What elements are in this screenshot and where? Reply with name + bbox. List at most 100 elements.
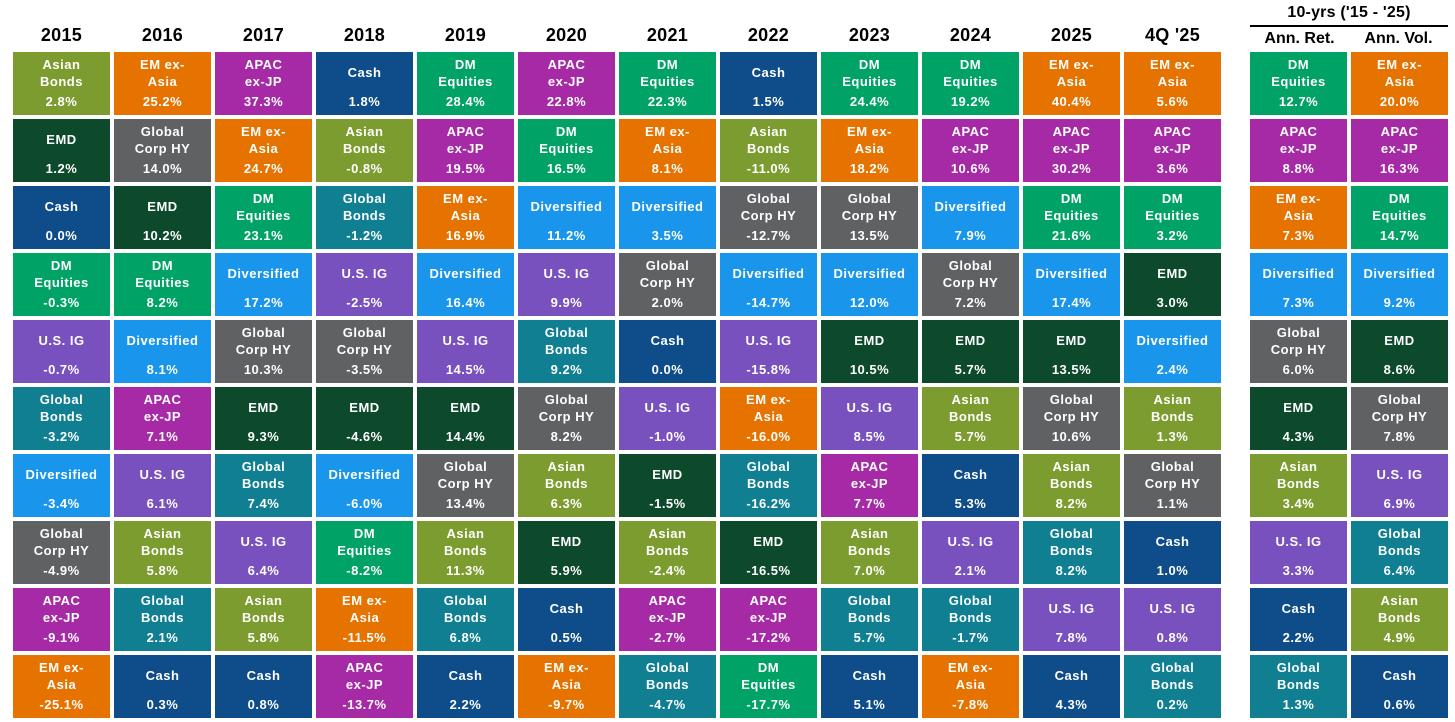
asset-cell-label: EMD [46,132,77,148]
asset-cell-value: 1.1% [1156,496,1189,511]
asset-cell-label: Global Corp HY [942,257,999,290]
asset-cell-label: Diversified [1363,266,1436,282]
asset-cell-value: 7.4% [247,496,280,511]
asset-cell-label: DM Equities [1372,190,1427,223]
asset-cell-label: Global Bonds [847,592,892,625]
asset-cell-label: Diversified [934,199,1007,215]
asset-cell-value: 3.5% [651,228,684,243]
asset-cell-value: 11.3% [446,563,485,578]
asset-cell-label: EM ex- Asia [847,123,892,156]
asset-cell-value: 1.3% [1282,697,1315,712]
asset-cell-value: 0.0% [45,228,78,243]
asset-cell-label: APAC ex-JP [1153,123,1192,156]
asset-cell-value: 7.0% [853,563,886,578]
asset-cell-label: APAC ex-JP [143,391,182,424]
asset-cell-value: -0.7% [43,362,80,377]
asset-cell: U.S. IG 9.9% [518,253,615,316]
asset-cell-label: DM Equities [236,190,291,223]
ten-year-sub-headers: Ann. Ret. Ann. Vol. [1250,27,1448,48]
asset-cell: APAC ex-JP 7.7% [821,454,918,517]
asset-cell: Diversified 12.0% [821,253,918,316]
asset-cell: Diversified 7.3% [1250,253,1347,316]
asset-cell-value: 24.4% [849,94,890,109]
asset-cell-label: U.S. IG [1048,601,1095,617]
asset-cell-value: -0.3% [43,295,80,310]
asset-cell-label: APAC ex-JP [1279,123,1318,156]
asset-cell: Global Bonds 0.2% [1124,655,1221,718]
asset-cell: U.S. IG -0.7% [13,320,110,383]
asset-cell-value: 5.7% [954,429,987,444]
asset-cell: Cash 0.6% [1351,655,1448,718]
asset-cell: APAC ex-JP -17.2% [720,588,817,651]
asset-cell-value: 10.6% [950,161,991,176]
asset-cell: U.S. IG 6.9% [1351,454,1448,517]
asset-cell-value: -8.2% [346,563,383,578]
asset-cell-value: -1.0% [649,429,686,444]
asset-cell: Cash 5.1% [821,655,918,718]
asset-cell: EM ex- Asia 16.9% [417,186,514,249]
asset-cell-label: Cash [1281,601,1316,617]
asset-cell: DM Equities -8.2% [316,521,413,584]
asset-cell: U.S. IG 6.4% [215,521,312,584]
asset-cell: EM ex- Asia -16.0% [720,387,817,450]
asset-cell-label: Global Corp HY [841,190,898,223]
asset-cell: Global Corp HY -3.5% [316,320,413,383]
asset-cell-value: 3.3% [1282,563,1315,578]
asset-cell-label: EM ex- Asia [39,659,84,692]
asset-cell-label: EMD [753,534,784,550]
asset-cell-value: -13.7% [342,697,387,712]
asset-cell-value: -2.7% [649,630,686,645]
asset-cell-value: -3.5% [346,362,383,377]
asset-cell: Diversified 7.9% [922,186,1019,249]
asset-cell-label: Diversified [328,467,401,483]
asset-cell: EM ex- Asia 40.4% [1023,52,1120,115]
asset-cell-value: 3.4% [1282,496,1315,511]
asset-cell: Global Bonds -16.2% [720,454,817,517]
asset-cell-value: 8.2% [1055,496,1088,511]
column-header: 4Q '25 [1144,25,1201,45]
asset-cell: Diversified 16.4% [417,253,514,316]
asset-cell-label: Asian Bonds [646,525,689,558]
asset-cell-label: Global Corp HY [1144,458,1201,491]
asset-cell: EM ex- Asia 20.0% [1351,52,1448,115]
asset-cell-value: -3.4% [43,496,80,511]
column-header: 2021 [646,25,689,45]
asset-cell: EM ex- Asia -7.8% [922,655,1019,718]
asset-cell-label: DM Equities [438,56,493,89]
asset-cell-label: U.S. IG [644,400,691,416]
asset-cell-label: APAC ex-JP [951,123,990,156]
asset-cell-value: 0.0% [651,362,684,377]
asset-cell-label: Asian Bonds [40,56,83,89]
asset-cell-value: 7.9% [954,228,987,243]
asset-cell-value: 4.3% [1282,429,1315,444]
asset-cell-label: Diversified [25,467,98,483]
asset-cell: APAC ex-JP 16.3% [1351,119,1448,182]
asset-cell-value: -17.2% [746,630,791,645]
asset-cell-label: Diversified [833,266,906,282]
asset-cell-value: 5.1% [853,697,886,712]
asset-cell-label: APAC ex-JP [547,56,586,89]
asset-cell-label: EMD [248,400,279,416]
column-header: 2015 [40,25,83,45]
asset-cell-label: Global Bonds [1276,659,1321,692]
asset-cell-label: DM Equities [842,56,897,89]
asset-cell: DM Equities 14.7% [1351,186,1448,249]
asset-cell-label: Cash [751,65,786,81]
asset-cell: DM Equities -0.3% [13,253,110,316]
asset-cell-label: U.S. IG [846,400,893,416]
asset-cell-value: 8.2% [1055,563,1088,578]
asset-cell-value: 2.1% [954,563,987,578]
asset-cell-label: DM Equities [640,56,695,89]
asset-cell: Global Corp HY 10.6% [1023,387,1120,450]
asset-cell-value: 10.5% [849,362,890,377]
asset-cell-value: 7.3% [1282,295,1315,310]
asset-cell-value: 0.2% [1156,697,1189,712]
asset-cell-label: Global Bonds [140,592,185,625]
asset-cell-label: EMD [147,199,178,215]
asset-cell-label: DM Equities [135,257,190,290]
asset-cell-value: 8.2% [146,295,179,310]
asset-cell: U.S. IG 14.5% [417,320,514,383]
asset-cell-label: EM ex- Asia [544,659,589,692]
asset-cell: Cash 1.8% [316,52,413,115]
asset-cell-value: 6.1% [146,496,179,511]
